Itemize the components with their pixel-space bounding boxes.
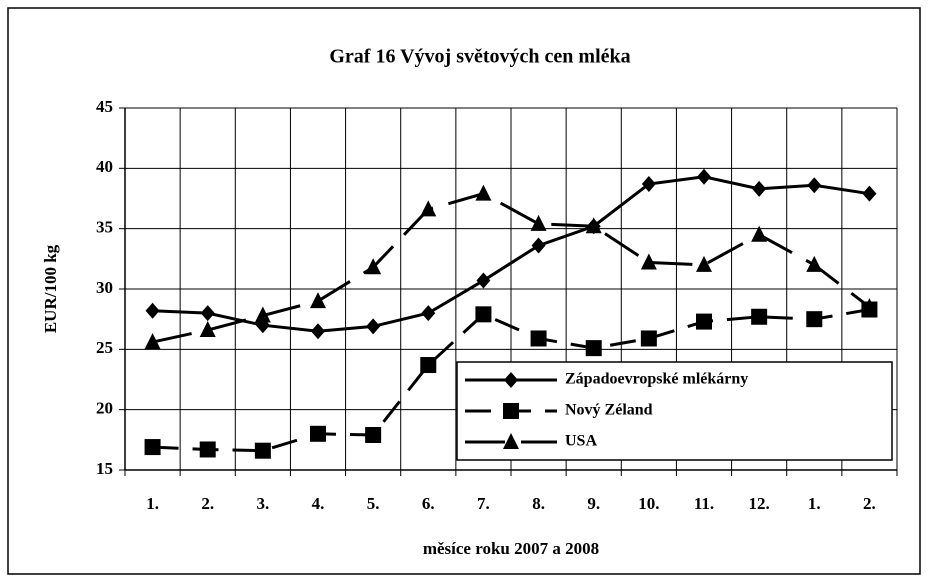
data-point [310, 425, 326, 442]
data-point [640, 330, 657, 347]
data-point [806, 311, 823, 328]
data-point [585, 217, 602, 234]
data-point [696, 313, 712, 330]
data-point [144, 333, 161, 350]
data-point [752, 180, 767, 197]
data-point [751, 225, 768, 242]
y-tick-label: 40 [96, 157, 113, 176]
x-tick-label: 1. [808, 494, 821, 513]
data-point [254, 442, 271, 459]
data-point [531, 237, 546, 254]
y-tick-label: 45 [96, 97, 113, 116]
x-tick-label: 11. [694, 494, 714, 513]
data-point [366, 318, 381, 335]
data-point [530, 214, 547, 231]
data-point [420, 357, 437, 374]
x-tick-label: 7. [477, 494, 490, 513]
y-axis-label: EUR/100 kg [41, 244, 60, 333]
legend-label: Západoevropské mlékárny [565, 371, 748, 388]
data-point [365, 258, 382, 275]
x-tick-label: 2. [863, 494, 876, 513]
data-point [806, 255, 823, 272]
data-point [310, 292, 326, 309]
x-tick-label: 12. [749, 494, 770, 513]
data-point [861, 298, 878, 315]
y-tick-label: 20 [96, 399, 113, 418]
data-point [200, 305, 215, 322]
y-tick-label: 25 [96, 338, 113, 357]
series-line [152, 192, 871, 344]
legend-marker [504, 372, 518, 388]
data-point [807, 177, 822, 194]
legend-marker [503, 403, 519, 419]
data-point [530, 330, 547, 347]
x-tick-label: 2. [201, 494, 214, 513]
x-tick-label: 3. [256, 494, 269, 513]
data-point [862, 185, 877, 202]
data-point [640, 253, 657, 270]
x-tick-label: 8. [532, 494, 545, 513]
data-point [476, 272, 491, 289]
x-tick-label: 6. [422, 494, 435, 513]
y-tick-label: 30 [96, 278, 113, 297]
x-tick-label: 4. [312, 494, 325, 513]
data-point [199, 441, 216, 458]
data-point [751, 308, 768, 325]
chart-title: Graf 16 Vývoj světových cen mléka [329, 46, 630, 68]
data-point [199, 321, 216, 338]
series-line [152, 175, 870, 333]
series-line [152, 308, 870, 453]
legend-label: USA [565, 433, 597, 450]
data-point [421, 305, 436, 322]
x-tick-label: 1. [146, 494, 159, 513]
x-tick-label: 10. [638, 494, 659, 513]
x-tick-label: 9. [587, 494, 600, 513]
data-point [311, 323, 325, 340]
legend-label: Nový Zéland [565, 402, 653, 419]
data-point [696, 255, 712, 272]
data-point [144, 439, 161, 456]
y-tick-label: 35 [96, 218, 113, 237]
data-point [697, 168, 711, 185]
x-tick-label: 5. [367, 494, 380, 513]
x-axis-label: měsíce roku 2007 a 2008 [423, 539, 599, 558]
data-point [145, 302, 160, 319]
data-point [365, 427, 382, 444]
data-point [254, 306, 271, 323]
data-point [641, 176, 656, 193]
legend-marker [503, 433, 519, 449]
data-point [475, 184, 492, 201]
data-point [475, 306, 492, 323]
data-point [420, 200, 437, 217]
data-point [585, 340, 602, 357]
y-tick-label: 15 [96, 459, 113, 478]
